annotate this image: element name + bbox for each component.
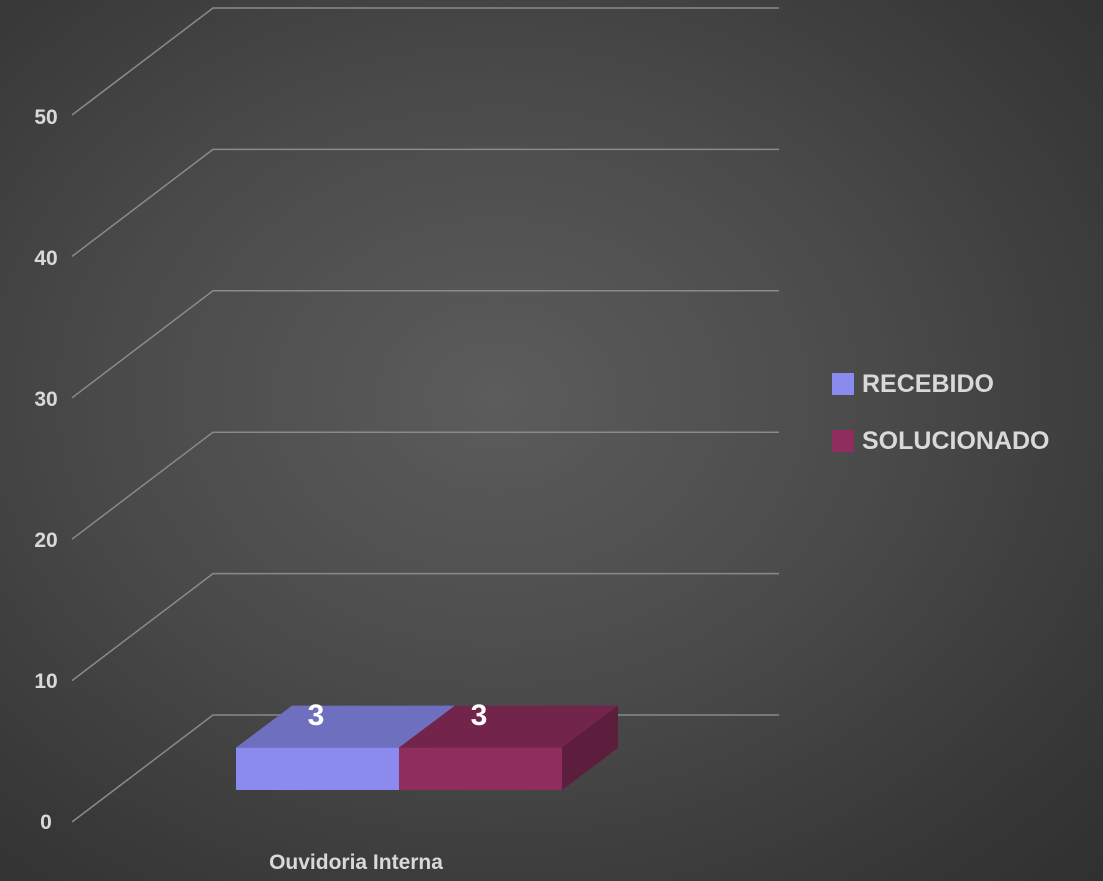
x-category-label: Ouvidoria Interna [269,851,443,874]
y-tick-label: 40 [34,247,57,270]
legend: RECEBIDO SOLUCIONADO [832,366,1050,480]
y-tick-label: 30 [34,388,57,411]
gridlines [71,7,779,823]
gridline [71,290,779,399]
legend-swatch-solucionado [832,430,854,452]
bars [236,705,618,790]
y-tick-label: 50 [34,106,57,129]
legend-label-solucionado: SOLUCIONADO [862,426,1050,455]
bar-front-solucionado [399,747,562,790]
data-label-recebido: 3 [308,699,325,732]
y-tick-label: 10 [34,670,57,693]
y-tick-label: 0 [40,811,52,834]
gridline [71,7,779,116]
legend-label-recebido: RECEBIDO [862,369,994,398]
bar-side-solucionado [562,705,618,790]
legend-swatch-recebido [832,373,854,395]
legend-item-solucionado[interactable]: SOLUCIONADO [832,423,1050,459]
gridline [71,572,779,682]
gridline [71,148,779,257]
gridline [71,431,779,540]
bar-top-recebido [236,705,455,748]
bar-top-solucionado [399,705,618,748]
data-label-solucionado: 3 [471,699,488,732]
y-axis-tick-labels: 0 10 20 30 40 50 [34,106,57,834]
bar-front-recebido [236,747,399,790]
y-tick-label: 20 [34,529,57,552]
legend-item-recebido[interactable]: RECEBIDO [832,366,1050,402]
